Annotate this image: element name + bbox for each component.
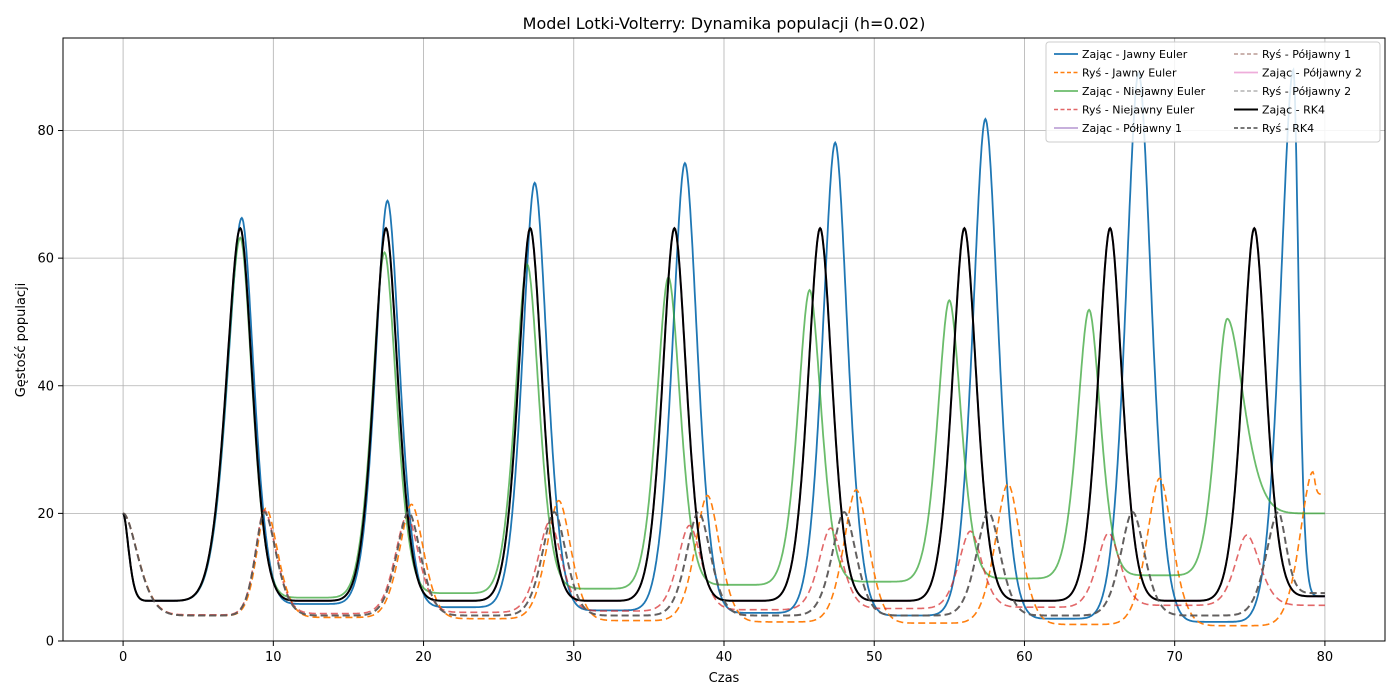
legend-box: [1045, 41, 1381, 143]
legend-label: Ryś - Niejawny Euler: [1082, 104, 1195, 117]
y-axis-ticks: 0 20 40 60 80: [37, 124, 63, 650]
legend-label: Zając - Półjawny 1: [1082, 122, 1182, 135]
x-tick-label: 0: [119, 650, 127, 665]
y-tick-label: 20: [37, 507, 54, 522]
series-line-1: [122, 67, 1325, 623]
series-layer: [122, 67, 1325, 627]
x-tick-label: 10: [265, 650, 282, 665]
series-line-10: [122, 510, 1325, 617]
legend-label: Zając - RK4: [1262, 104, 1325, 117]
legend-label: Ryś - Jawny Euler: [1082, 67, 1177, 80]
series-line-3: [122, 236, 1325, 602]
series-line-2: [122, 470, 1325, 627]
x-axis-label: Czas: [709, 671, 740, 686]
y-tick-label: 80: [37, 124, 54, 139]
x-tick-label: 50: [866, 650, 883, 665]
y-axis-label: Gęstość populacji: [14, 283, 29, 398]
x-axis-ticks: 0 10 20 30 40 50 60 70 80: [119, 641, 1333, 665]
legend-label: Zając - Niejawny Euler: [1082, 85, 1206, 98]
series-line-4: [122, 509, 1325, 616]
x-tick-label: 40: [716, 650, 733, 665]
x-tick-label: 70: [1166, 650, 1183, 665]
legend-label: Ryś - Półjawny 2: [1262, 85, 1351, 98]
x-tick-label: 60: [1016, 650, 1033, 665]
x-tick-label: 80: [1317, 650, 1334, 665]
legend-label: Zając - Półjawny 2: [1262, 67, 1362, 80]
legend-label: Ryś - RK4: [1262, 122, 1314, 135]
chart-title: Model Lotki-Volterry: Dynamika populacji…: [523, 14, 926, 33]
x-tick-label: 20: [415, 650, 432, 665]
y-tick-label: 60: [37, 252, 54, 267]
y-tick-label: 0: [46, 635, 54, 650]
legend-label: Zając - Jawny Euler: [1082, 48, 1188, 61]
y-tick-label: 40: [37, 379, 54, 394]
legend-label: Ryś - Półjawny 1: [1262, 48, 1351, 61]
legend: Zając - Jawny Euler Ryś - Jawny Euler Zają…: [1045, 41, 1381, 143]
x-tick-label: 30: [565, 650, 582, 665]
